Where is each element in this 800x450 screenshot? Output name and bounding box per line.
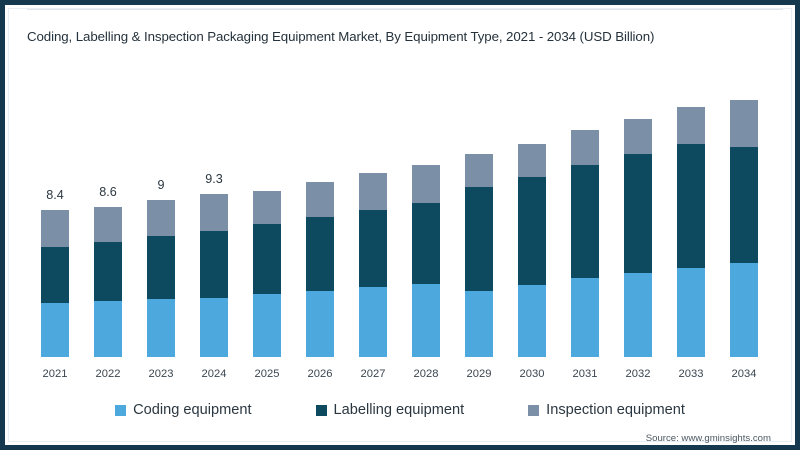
bar-segment-coding[interactable] xyxy=(94,301,122,357)
bar-segment-coding[interactable] xyxy=(359,287,387,357)
bar-segment-coding[interactable] xyxy=(571,278,599,357)
bar-column[interactable] xyxy=(147,199,175,357)
chart-inner-panel: Coding, Labelling & Inspection Packaging… xyxy=(8,8,792,444)
bar-segment-coding[interactable] xyxy=(465,290,493,357)
x-axis-tick-2029: 2029 xyxy=(466,368,492,380)
legend-swatch-icon xyxy=(315,404,327,416)
x-axis-line xyxy=(27,9,783,10)
chart-legend: Coding equipment Labelling equipment Inspe… xyxy=(9,402,791,418)
bar-segment-inspection[interactable] xyxy=(359,173,387,210)
bar-segment-inspection[interactable] xyxy=(677,106,705,144)
bar-segment-labelling[interactable] xyxy=(147,236,175,300)
bar-segment-coding[interactable] xyxy=(518,285,546,357)
bar-segment-coding[interactable] xyxy=(624,273,652,357)
bar-column[interactable] xyxy=(518,143,546,357)
bar-segment-inspection[interactable] xyxy=(200,194,228,231)
bar-segment-inspection[interactable] xyxy=(571,129,599,165)
x-axis-tick-2024: 2024 xyxy=(201,368,227,380)
bar-value-label: 8.4 xyxy=(46,188,64,202)
chart-title: Coding, Labelling & Inspection Packaging… xyxy=(27,29,655,44)
bar-segment-inspection[interactable] xyxy=(41,210,69,247)
bar-segment-labelling[interactable] xyxy=(41,246,69,303)
bar-column[interactable] xyxy=(624,119,652,357)
bar-column[interactable] xyxy=(253,190,281,357)
bar-column[interactable] xyxy=(571,129,599,357)
bar-segment-inspection[interactable] xyxy=(306,182,334,217)
legend-swatch-icon xyxy=(115,404,127,416)
bar-segment-labelling[interactable] xyxy=(571,164,599,279)
bar-segment-labelling[interactable] xyxy=(200,231,228,298)
plot-area: 8.4 2021 8.6 2022 9 2023 9.3 2024 2025 2026 2027 20… xyxy=(9,9,799,449)
bar-column[interactable] xyxy=(41,210,69,357)
legend-label: Inspection equipment xyxy=(546,402,685,418)
legend-swatch-icon xyxy=(528,404,540,416)
bar-segment-labelling[interactable] xyxy=(624,154,652,273)
x-axis-tick-2030: 2030 xyxy=(519,368,545,380)
x-axis-tick-2026: 2026 xyxy=(307,368,333,380)
bar-column[interactable] xyxy=(359,173,387,357)
bar-segment-labelling[interactable] xyxy=(465,187,493,291)
bar-value-label: 8.6 xyxy=(99,184,117,199)
x-axis-tick-2022: 2022 xyxy=(95,368,121,380)
bar-segment-labelling[interactable] xyxy=(306,217,334,291)
x-axis-tick-2031: 2031 xyxy=(572,368,598,380)
bar-segment-labelling[interactable] xyxy=(518,176,546,286)
bar-segment-labelling[interactable] xyxy=(253,224,281,294)
bar-segment-labelling[interactable] xyxy=(359,210,387,287)
bar-segment-coding[interactable] xyxy=(41,302,69,357)
bar-segment-inspection[interactable] xyxy=(518,143,546,177)
legend-item-coding[interactable]: Coding equipment xyxy=(115,402,252,418)
bar-column[interactable] xyxy=(94,206,122,357)
bar-column[interactable] xyxy=(306,182,334,357)
bar-column[interactable] xyxy=(200,194,228,357)
bar-segment-inspection[interactable] xyxy=(730,99,758,147)
x-axis-tick-2028: 2028 xyxy=(413,368,439,380)
bar-segment-labelling[interactable] xyxy=(412,203,440,284)
legend-item-inspection[interactable]: Inspection equipment xyxy=(528,402,685,418)
source-attribution: Source: www.gminsights.com xyxy=(645,433,771,444)
x-axis-tick-2034: 2034 xyxy=(731,368,757,380)
bar-segment-coding[interactable] xyxy=(677,267,705,357)
x-axis-tick-2027: 2027 xyxy=(360,368,386,380)
legend-label: Coding equipment xyxy=(133,402,252,418)
bar-segment-labelling[interactable] xyxy=(94,241,122,301)
bar-column[interactable] xyxy=(730,99,758,357)
legend-item-labelling[interactable]: Labelling equipment xyxy=(315,402,465,418)
bar-segment-coding[interactable] xyxy=(200,297,228,357)
bar-segment-inspection[interactable] xyxy=(253,190,281,224)
bar-segment-inspection[interactable] xyxy=(624,119,652,154)
bar-segment-coding[interactable] xyxy=(253,294,281,357)
bar-column[interactable] xyxy=(677,106,705,357)
x-axis-tick-2033: 2033 xyxy=(678,368,704,380)
x-axis-tick-2032: 2032 xyxy=(625,368,651,380)
bar-segment-labelling[interactable] xyxy=(677,143,705,268)
bar-segment-inspection[interactable] xyxy=(465,154,493,188)
x-axis-tick-2021: 2021 xyxy=(42,368,68,380)
legend-label: Labelling equipment xyxy=(333,402,465,418)
bar-column[interactable] xyxy=(465,154,493,357)
bar-segment-inspection[interactable] xyxy=(412,164,440,203)
bar-value-label: 9.3 xyxy=(205,172,223,187)
bar-column[interactable] xyxy=(412,164,440,357)
bar-segment-inspection[interactable] xyxy=(94,206,122,242)
bar-segment-coding[interactable] xyxy=(412,283,440,357)
x-axis-tick-2025: 2025 xyxy=(254,368,280,380)
bar-segment-coding[interactable] xyxy=(147,299,175,357)
bar-value-label: 9 xyxy=(157,177,165,192)
bar-segment-labelling[interactable] xyxy=(730,147,758,263)
bar-segment-inspection[interactable] xyxy=(147,199,175,237)
bar-segment-coding[interactable] xyxy=(306,290,334,357)
x-axis-tick-2023: 2023 xyxy=(148,368,174,380)
bar-segment-coding[interactable] xyxy=(730,262,758,357)
